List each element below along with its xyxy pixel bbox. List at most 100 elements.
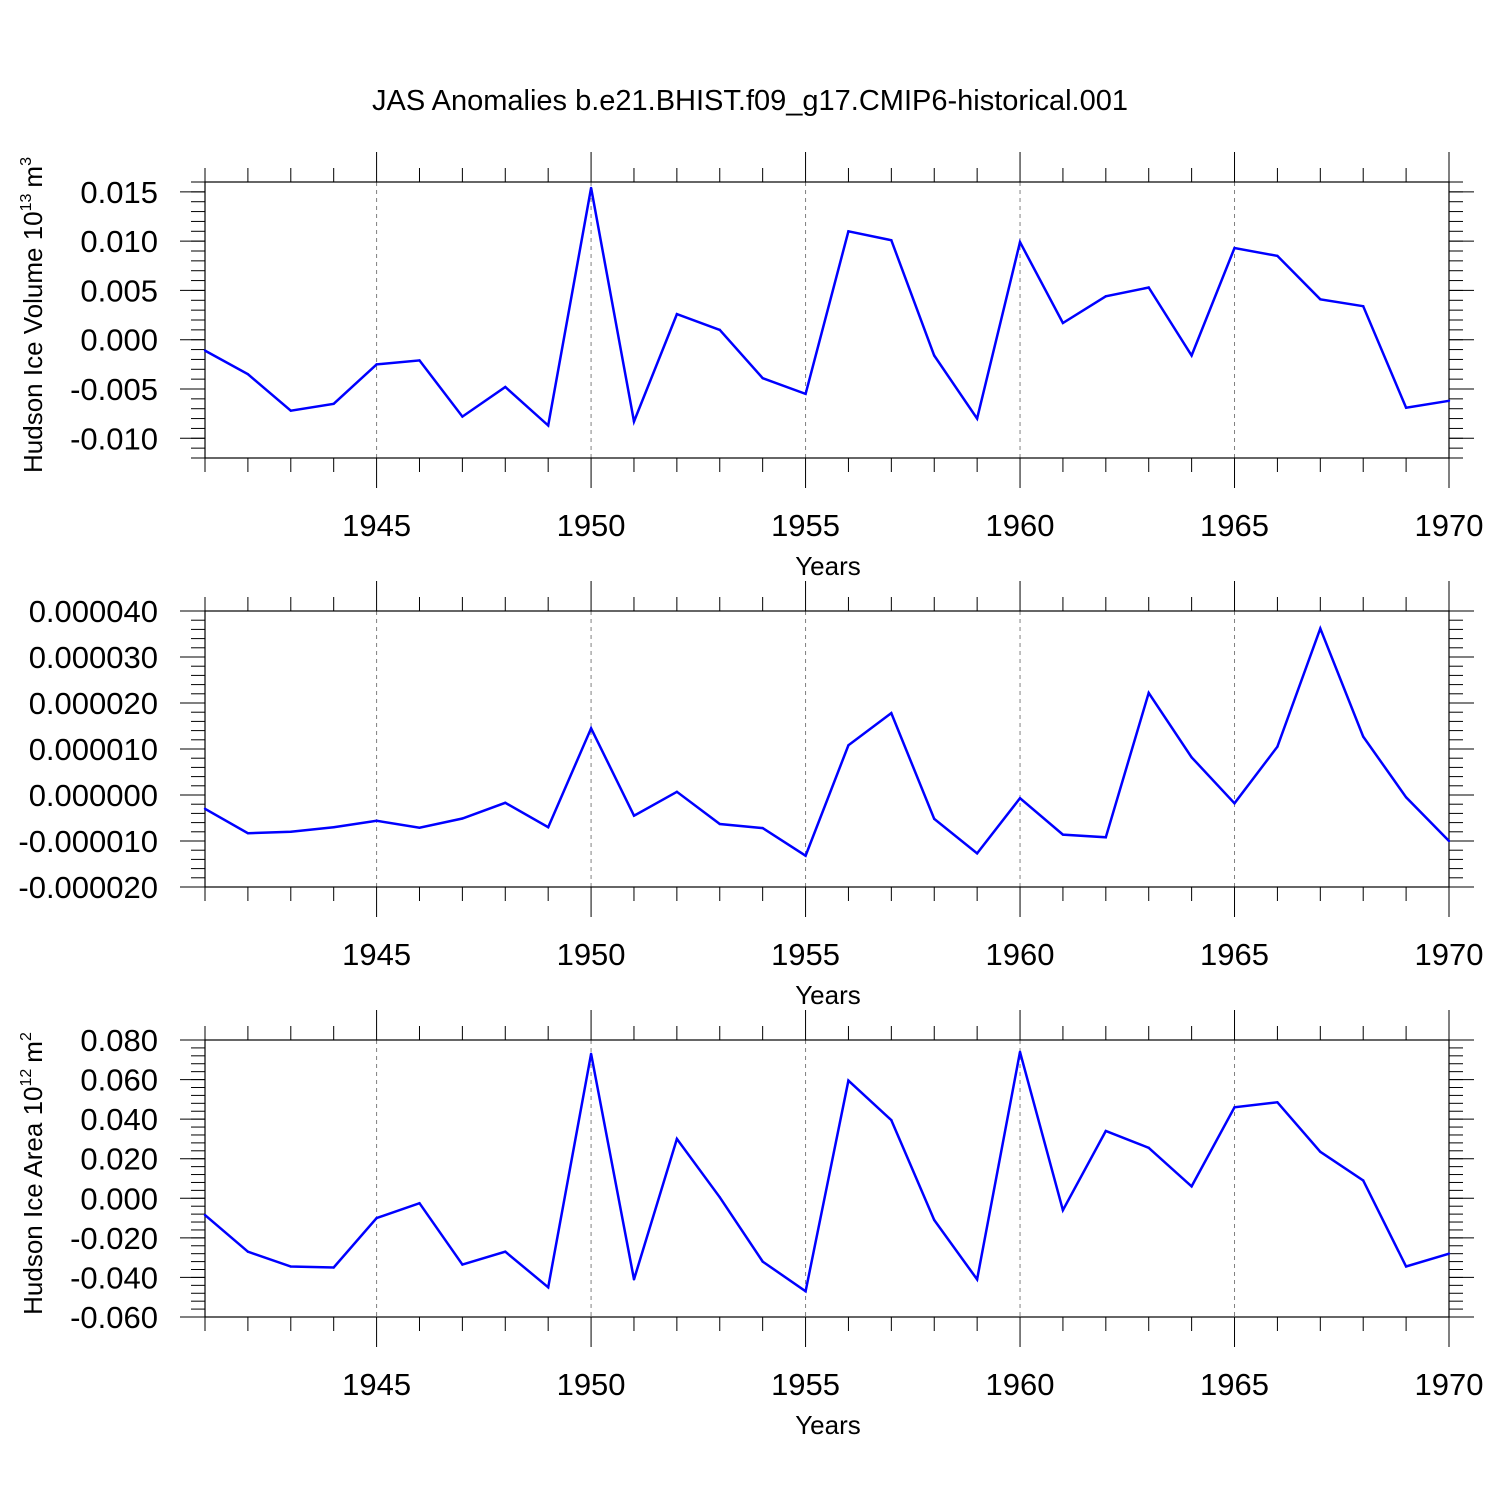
data-point (418, 826, 421, 829)
data-point (632, 814, 636, 817)
data-point (246, 831, 250, 835)
data-point (975, 852, 979, 855)
chart-panel-2: 0.000040 0.000030 0.000020 0.000010 0.000000… (18, 581, 1483, 1010)
y-tick-label: 0.000040 (29, 594, 158, 629)
data-point (847, 1079, 850, 1082)
data-point (761, 826, 764, 830)
series-line (204, 187, 1450, 428)
data-point (375, 363, 378, 366)
y-tick-label: 0.000 (80, 1181, 158, 1216)
x-tick-label: 1955 (771, 937, 840, 972)
data-point (289, 1265, 292, 1268)
series-line (204, 624, 1450, 858)
data-point (847, 230, 850, 233)
data-point (718, 1196, 721, 1199)
data-point (418, 359, 421, 362)
y-axis-label-exponent: 12 (18, 1069, 35, 1087)
data-point (804, 392, 807, 396)
x-tick-label: 1950 (557, 508, 626, 543)
data-point (1018, 240, 1022, 244)
data-point (1233, 1106, 1236, 1109)
data-point (1276, 254, 1279, 258)
data-point (1190, 354, 1193, 357)
data-point (933, 354, 936, 357)
chart-panels: 0.015 0.010 0.005 0.000 -0.005 -0.010 1945 1950… (18, 152, 1483, 1440)
y-axis-label-exponent: 13 (18, 193, 35, 211)
x-tick-label: 1945 (342, 937, 411, 972)
data-point (1104, 836, 1108, 839)
y-axis-label: Hudson Ice Area 1012 m2 (18, 1032, 48, 1315)
x-tick-label: 1970 (1415, 508, 1484, 543)
x-tick-label: 1960 (986, 937, 1055, 972)
data-point (1319, 627, 1322, 630)
data-point (418, 1202, 421, 1205)
y-tick-label: 0.015 (80, 175, 158, 210)
data-point (546, 1286, 550, 1289)
y-axis-label-unit-exponent: 3 (18, 157, 35, 166)
x-tick-label: 1970 (1415, 1367, 1484, 1402)
x-tick-label: 1965 (1200, 1367, 1269, 1402)
x-tick-label: 1970 (1415, 937, 1484, 972)
y-axis-label-unit-exponent: 2 (18, 1032, 35, 1041)
chart-panel-3: 0.080 0.060 0.040 0.020 0.000 -0.020 -0.040 -0.… (18, 1010, 1483, 1440)
x-tick-label: 1960 (986, 508, 1055, 543)
data-point (804, 1290, 807, 1293)
data-point (632, 1278, 636, 1281)
figure-title: JAS Anomalies b.e21.BHIST.f09_g17.CMIP6-… (372, 85, 1128, 117)
data-point (1018, 797, 1022, 800)
data-point (504, 801, 507, 805)
y-tick-label: 0.000000 (29, 778, 158, 813)
y-tick-label: 0.000030 (29, 640, 158, 675)
y-tick-label: 0.000020 (29, 686, 158, 721)
data-point (933, 1218, 936, 1222)
x-axis-label: Years (795, 980, 861, 1010)
y-tick-label: -0.020 (70, 1221, 158, 1256)
data-point (890, 1118, 893, 1122)
y-axis-label-text: Hudson Ice Area 10 (18, 1086, 48, 1314)
y-tick-label: -0.010 (70, 421, 158, 456)
data-point (675, 312, 679, 316)
data-point (890, 711, 893, 715)
data-point (589, 727, 593, 730)
plot-frame (204, 181, 1450, 459)
data-point (546, 826, 550, 829)
data-point (1404, 1265, 1408, 1268)
data-point (289, 409, 292, 412)
data-point (761, 376, 764, 380)
data-point (1319, 298, 1322, 301)
data-point (1447, 399, 1451, 403)
data-point (1233, 246, 1236, 250)
data-point (1190, 756, 1193, 759)
y-tick-label: 0.080 (80, 1023, 158, 1058)
data-point (375, 819, 378, 822)
x-tick-label: 1960 (986, 1367, 1055, 1402)
data-point (718, 328, 721, 332)
data-point (1147, 1146, 1150, 1150)
x-tick-label: 1965 (1200, 508, 1269, 543)
data-point (761, 1260, 764, 1263)
data-point (718, 822, 721, 826)
data-point (1362, 735, 1365, 738)
data-point (546, 424, 550, 427)
data-point (1447, 839, 1451, 843)
data-point (1018, 1050, 1022, 1054)
data-point (933, 817, 936, 821)
data-point (1061, 833, 1065, 836)
data-point (1061, 1208, 1065, 1212)
plot-frame (204, 610, 1450, 888)
data-point (1104, 295, 1108, 298)
data-point (1362, 1179, 1365, 1182)
data-point (1276, 1101, 1279, 1104)
data-point (675, 1137, 679, 1141)
plot-frame (204, 1039, 1450, 1318)
data-point (1447, 1252, 1451, 1255)
y-tick-label: -0.005 (70, 372, 158, 407)
data-point (461, 415, 464, 418)
data-point (804, 854, 807, 857)
data-point (1362, 305, 1365, 308)
y-tick-label: 0.040 (80, 1102, 158, 1137)
y-tick-label: -0.000010 (18, 824, 158, 859)
data-point (246, 373, 250, 376)
y-axis-label: Hudson Ice Volume 1013 m3 (18, 157, 48, 473)
